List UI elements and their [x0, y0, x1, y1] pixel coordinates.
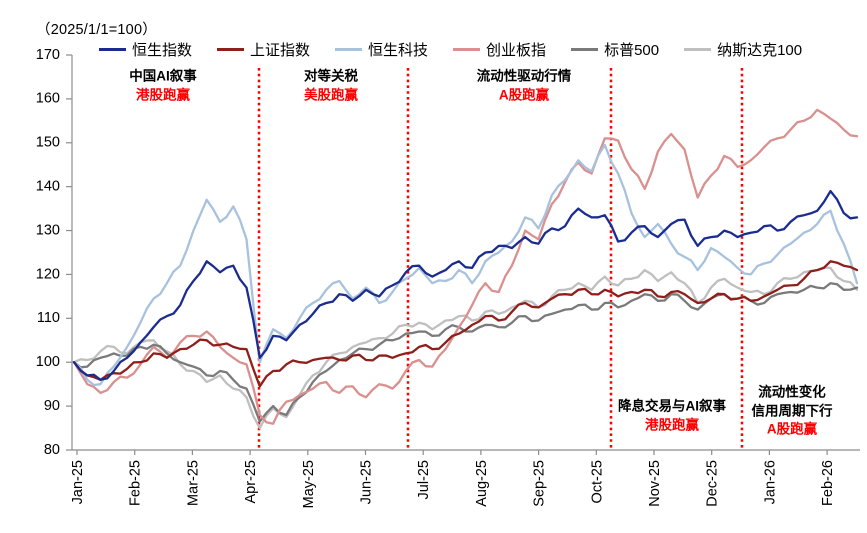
legend-item-hsi: 恒生指数: [99, 39, 192, 60]
x-tick-label: Feb-26: [820, 460, 836, 506]
annotation-3: 流动性驱动行情: [477, 68, 572, 84]
x-tick-label: Mar-25: [185, 460, 201, 506]
annotation-1: 港股跑赢: [136, 87, 190, 103]
x-tick-label: Dec-25: [705, 460, 721, 507]
legend-label-ndx: 纳斯达克100: [717, 42, 803, 59]
legend-swatch-ndx: [684, 48, 712, 51]
legend-swatch-sse: [217, 48, 245, 51]
legend-label-spx: 标普500: [604, 42, 660, 59]
x-tick-label: Feb-25: [128, 460, 144, 506]
annotation-5: 流动性变化: [758, 384, 826, 400]
series-line-hsi: [72, 189, 859, 381]
x-tick-label: Oct-25: [589, 460, 605, 504]
series-line-sse: [72, 260, 859, 388]
legend-label-sse: 上证指数: [250, 42, 311, 59]
x-tick-label: Jul-25: [416, 460, 432, 500]
y-tick-label: 140: [36, 178, 60, 194]
x-tick-label: Jun-25: [359, 460, 375, 504]
legend-label-hsi: 恒生指数: [132, 42, 193, 59]
legend-swatch-hsi: [99, 48, 126, 51]
annotation-2: 美股跑赢: [304, 87, 358, 103]
y-tick-label: 150: [36, 135, 60, 151]
y-tick-label: 110: [37, 310, 60, 326]
y-tick-label: 130: [36, 222, 60, 238]
series-line-ndx: [72, 266, 859, 430]
legend-label-chinext: 创业板指: [486, 42, 547, 59]
annotation-5: A股跑赢: [767, 421, 818, 437]
x-tick-label: Jan-26: [762, 460, 778, 504]
annotation-1: 中国AI叙事: [129, 68, 197, 84]
legend-item-ndx: 纳斯达克100: [684, 39, 802, 60]
y-tick-label: 120: [36, 266, 60, 282]
x-tick-label: Nov-25: [647, 460, 663, 507]
y-tick-label: 160: [36, 91, 60, 107]
chart-title: （2025/1/1=100）: [36, 22, 157, 38]
y-tick-label: 170: [36, 47, 60, 63]
y-tick-label: 100: [36, 354, 60, 370]
x-tick-label: Jan-25: [70, 460, 86, 504]
annotation-4: 港股跑赢: [645, 417, 699, 433]
legend-item-hstech: 恒生科技: [335, 39, 428, 60]
x-tick-label: Apr-25: [243, 460, 259, 504]
legend-swatch-spx: [571, 48, 599, 51]
y-tick-label: 80: [44, 442, 60, 458]
series-line-hstech: [72, 143, 859, 387]
annotation-5: 信用周期下行: [752, 403, 833, 419]
series-line-chinext: [72, 108, 859, 425]
legend-swatch-hstech: [335, 48, 363, 51]
y-tick-label: 90: [44, 398, 60, 414]
legend-item-sse: 上证指数: [217, 39, 310, 60]
legend-item-spx: 标普500: [571, 39, 659, 60]
legend-swatch-chinext: [453, 48, 481, 51]
x-tick-label: Sep-25: [532, 460, 548, 507]
x-tick-label: May-25: [301, 460, 317, 508]
annotation-3: A股跑赢: [499, 87, 550, 103]
legend-item-chinext: 创业板指: [453, 39, 546, 60]
annotation-4: 降息交易与AI叙事: [618, 398, 726, 414]
annotation-2: 对等关税: [304, 68, 358, 84]
legend-label-hstech: 恒生科技: [368, 42, 429, 59]
x-tick-label: Aug-25: [474, 460, 490, 507]
legend: 恒生指数 上证指数 恒生科技 创业板指 标普500 纳斯达克100: [99, 39, 802, 60]
series-line-spx: [72, 282, 859, 423]
